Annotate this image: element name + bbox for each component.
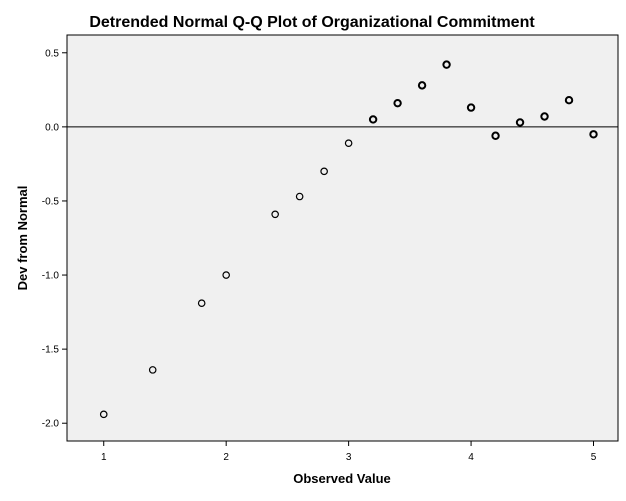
y-tick-label: -0.5 [42, 196, 60, 207]
y-axis: 0.5 0.0 -0.5 -1.0 -1.5 -2.0 [42, 48, 67, 430]
y-tick-label: 0.0 [45, 122, 59, 133]
x-tick-label: 3 [346, 452, 352, 463]
plot-area [66, 34, 619, 442]
x-tick-label: 4 [468, 452, 474, 463]
x-tick-label: 1 [101, 452, 107, 463]
data-point [540, 112, 549, 121]
data-point [222, 271, 230, 279]
x-axis-title: Observed Value [293, 471, 391, 486]
data-point [344, 139, 353, 147]
x-tick-label: 5 [591, 452, 597, 463]
data-point [99, 410, 108, 419]
data-point [148, 366, 157, 374]
data-point [491, 131, 500, 140]
data-points [99, 60, 598, 419]
data-point [197, 299, 206, 307]
data-point [417, 81, 427, 90]
data-point [564, 95, 574, 105]
data-point [271, 210, 279, 219]
x-tick-label: 2 [223, 452, 229, 463]
data-point [515, 118, 525, 127]
y-tick-label: -1.5 [42, 345, 60, 356]
chart-title: Detrended Normal Q-Q Plot of Organizatio… [89, 14, 535, 31]
y-axis-title: Dev from Normal [15, 186, 30, 291]
data-point [393, 98, 402, 108]
x-axis: 1 2 3 4 5 [101, 441, 597, 463]
y-tick-label: 0.5 [45, 48, 59, 59]
y-tick-label: -2.0 [42, 419, 60, 430]
data-point [466, 103, 476, 112]
data-point [368, 115, 378, 124]
y-tick-label: -1.0 [42, 271, 60, 282]
data-point [320, 167, 328, 176]
data-point [442, 60, 451, 69]
data-point [589, 130, 598, 139]
data-point [295, 192, 304, 201]
